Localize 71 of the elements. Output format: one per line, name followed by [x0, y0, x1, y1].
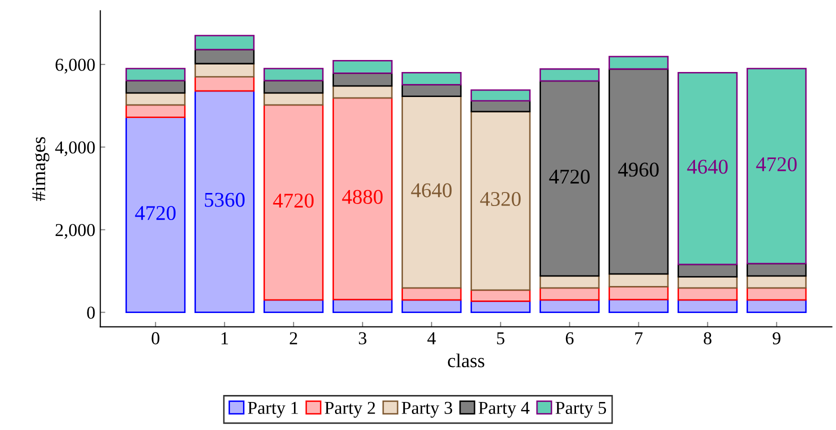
bar: [746, 287, 807, 301]
x-tick-label: 9: [772, 332, 780, 344]
bar: [332, 60, 393, 74]
data-label: 4720: [549, 170, 590, 184]
bar: [126, 104, 186, 118]
y-tick-label: 0: [87, 306, 95, 319]
bar: [678, 299, 738, 314]
bar: [194, 48, 255, 64]
bar: [194, 90, 255, 314]
x-tick-label: 6: [566, 332, 574, 344]
bar: [746, 275, 807, 289]
bar: [402, 96, 462, 289]
bar: [746, 68, 807, 264]
x-tick-label: 0: [152, 332, 160, 344]
bar: [540, 68, 600, 82]
legend-label: Party 4: [478, 402, 530, 418]
y-tick-label: 6,000: [56, 58, 95, 74]
bar: [608, 56, 669, 70]
bar: [264, 104, 324, 301]
x-tick-label: 4: [427, 332, 436, 344]
x-tick-label: 7: [635, 332, 643, 344]
bar: [402, 299, 462, 314]
legend-label: Party 3: [402, 402, 452, 418]
bar: [470, 89, 531, 102]
y-axis-title: #images: [32, 137, 50, 201]
bar: [540, 287, 600, 301]
bar: [470, 289, 531, 302]
x-tick-label: 5: [497, 332, 504, 344]
y-tick-label: 4,000: [55, 141, 95, 156]
bar: [126, 68, 186, 82]
legend-label: Party 2: [324, 402, 375, 418]
x-tick-label: 1: [222, 332, 228, 344]
bar: [470, 110, 531, 291]
legend-label: Party 1: [248, 402, 298, 418]
data-label: 4960: [618, 162, 659, 177]
data-label: 4720: [756, 157, 797, 172]
x-tick-label: 8: [704, 332, 712, 344]
bar: [332, 97, 393, 300]
x-axis-title: class: [448, 354, 484, 368]
data-label: 4640: [687, 160, 728, 174]
bar: [608, 68, 669, 275]
bar: [402, 287, 462, 301]
bar: [194, 34, 255, 50]
bar: [332, 85, 393, 99]
bar: [678, 264, 738, 278]
bar: [264, 299, 324, 314]
bar: [540, 299, 600, 314]
bar: [264, 68, 324, 82]
bar: [746, 299, 807, 314]
bar: [678, 287, 738, 301]
y-tick-label: 2,000: [56, 224, 95, 239]
data-label: 5360: [204, 192, 245, 207]
x-tick-label: 2: [290, 332, 298, 344]
bar: [608, 273, 669, 288]
bar: [126, 116, 186, 314]
bar: [608, 298, 669, 314]
bar: [264, 92, 324, 106]
legend-label: Party 5: [556, 402, 606, 418]
bar: [126, 92, 186, 106]
data-label: 4720: [273, 194, 314, 208]
bar: [540, 80, 600, 277]
bar: [678, 72, 738, 266]
data-label: 4880: [342, 190, 383, 204]
data-label: 4320: [480, 192, 521, 206]
bar: [540, 275, 600, 289]
bar: [402, 72, 462, 86]
data-label: 4720: [135, 206, 176, 220]
x-tick-label: 3: [358, 332, 366, 344]
bar: [194, 76, 255, 92]
bar: [332, 298, 393, 314]
data-label: 4640: [411, 183, 452, 198]
